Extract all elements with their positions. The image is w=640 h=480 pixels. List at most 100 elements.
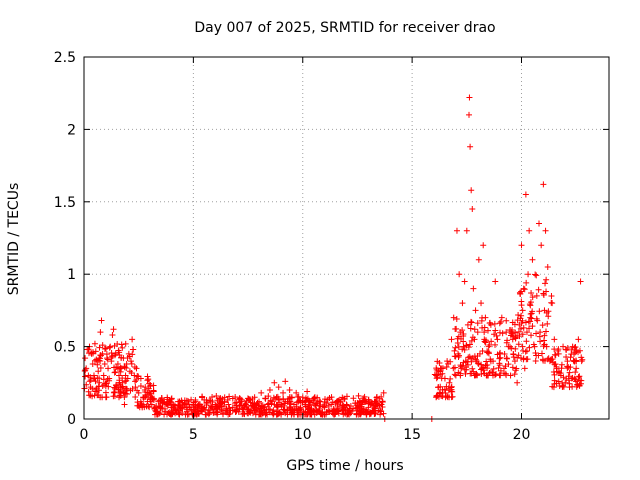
- data-point-179: [460, 343, 467, 350]
- data-point-220: [521, 365, 528, 372]
- data-point-80: [205, 407, 212, 414]
- data-point-151: [361, 405, 367, 412]
- band-point-738: [226, 410, 233, 417]
- data-point-46: [132, 384, 139, 391]
- band-point-977: [537, 338, 544, 345]
- band-point-1013: [528, 332, 535, 339]
- data-point-60: [161, 405, 168, 412]
- data-point-184: [466, 111, 472, 118]
- data-point-72: [188, 407, 195, 414]
- data-point-34: [119, 379, 126, 386]
- band-point-839: [496, 329, 503, 336]
- data-point-117: [286, 387, 293, 394]
- band-point-952: [460, 331, 467, 338]
- band-point-736: [191, 409, 198, 416]
- band-point-574: [275, 411, 282, 418]
- data-point-52: [144, 398, 151, 405]
- band-point-873: [453, 315, 460, 322]
- data-point-227: [531, 343, 538, 350]
- band-point-1127: [573, 383, 580, 390]
- data-point-100: [249, 402, 256, 409]
- y-axis-label: SRMTID / TECUs: [6, 183, 22, 296]
- band-point-162: [150, 388, 157, 395]
- data-point-6: [88, 350, 95, 357]
- data-point-221: [522, 191, 529, 198]
- data-point-16: [99, 350, 106, 357]
- data-point-166: [439, 389, 446, 396]
- data-point-32: [117, 389, 124, 396]
- band-point-958: [469, 365, 476, 372]
- data-point-199: [481, 336, 488, 343]
- band-point-743: [273, 408, 280, 415]
- band-point-947: [482, 362, 489, 369]
- band-point-18: [132, 378, 139, 385]
- band-point-1020: [517, 290, 524, 297]
- data-point-193: [474, 329, 481, 336]
- band-point-1092: [564, 365, 571, 372]
- data-point-196: [478, 300, 485, 307]
- band-point-1006: [542, 328, 549, 335]
- band-point-796: [443, 393, 450, 400]
- data-point-9: [91, 340, 98, 347]
- data-point-22: [106, 375, 113, 382]
- band-point-747: [301, 411, 308, 418]
- band-point-955: [487, 369, 494, 376]
- data-point-200: [482, 314, 489, 321]
- band-point-948: [504, 337, 511, 344]
- data-point-155: [369, 407, 376, 414]
- band-point-114: [116, 349, 123, 356]
- band-point-1102: [573, 347, 580, 354]
- data-point-245: [564, 358, 571, 365]
- data-point-45: [131, 372, 138, 379]
- band-point-1089: [551, 380, 558, 387]
- band-point-902: [451, 371, 458, 378]
- band-point-917: [461, 366, 468, 373]
- band-point-967: [526, 325, 533, 332]
- band-point-73: [131, 363, 138, 370]
- band-point-655: [374, 399, 381, 406]
- band-point-701: [332, 399, 339, 406]
- band-point-643: [207, 397, 214, 404]
- band-point-112: [118, 341, 125, 348]
- band-point-127: [121, 364, 128, 371]
- data-point-75: [194, 405, 201, 412]
- data-point-125: [304, 388, 311, 395]
- band-point-698: [229, 395, 236, 402]
- band-point-69: [97, 365, 104, 372]
- band-point-1104: [572, 369, 579, 376]
- band-point-546: [218, 400, 225, 407]
- band-point-921: [503, 355, 510, 362]
- data-point-33: [118, 365, 125, 372]
- data-point-89: [225, 401, 232, 408]
- band-point-1126: [573, 358, 580, 365]
- data-point-211: [505, 343, 512, 350]
- data-point-136: [328, 401, 335, 408]
- band-point-663: [286, 407, 293, 414]
- data-point-171: [450, 314, 457, 321]
- data-point-247: [568, 375, 575, 382]
- band-point-909: [492, 327, 499, 334]
- data-point-158: [376, 395, 383, 402]
- data-point-98: [245, 405, 252, 412]
- band-point-86: [86, 350, 93, 357]
- y-tick-label-3: 1.5: [54, 195, 76, 211]
- band-point-829: [459, 346, 466, 353]
- band-point-89: [111, 342, 118, 349]
- band-point-840: [491, 320, 498, 327]
- y-tick-label-5: 2.5: [54, 50, 76, 66]
- band-point-131: [89, 393, 96, 400]
- band-point-1039: [532, 271, 539, 278]
- data-point-99: [247, 397, 254, 404]
- data-point-175: [456, 271, 463, 278]
- band-point-50: [111, 364, 118, 371]
- data-point-208: [498, 314, 505, 321]
- band-point-597: [353, 411, 360, 418]
- band-point-997: [540, 343, 547, 350]
- band-point-122: [108, 350, 115, 357]
- data-point-159: [378, 401, 385, 408]
- data-point-224: [526, 227, 533, 234]
- data-point-219: [520, 285, 527, 292]
- data-point-242: [557, 372, 564, 379]
- data-point-79: [203, 400, 210, 407]
